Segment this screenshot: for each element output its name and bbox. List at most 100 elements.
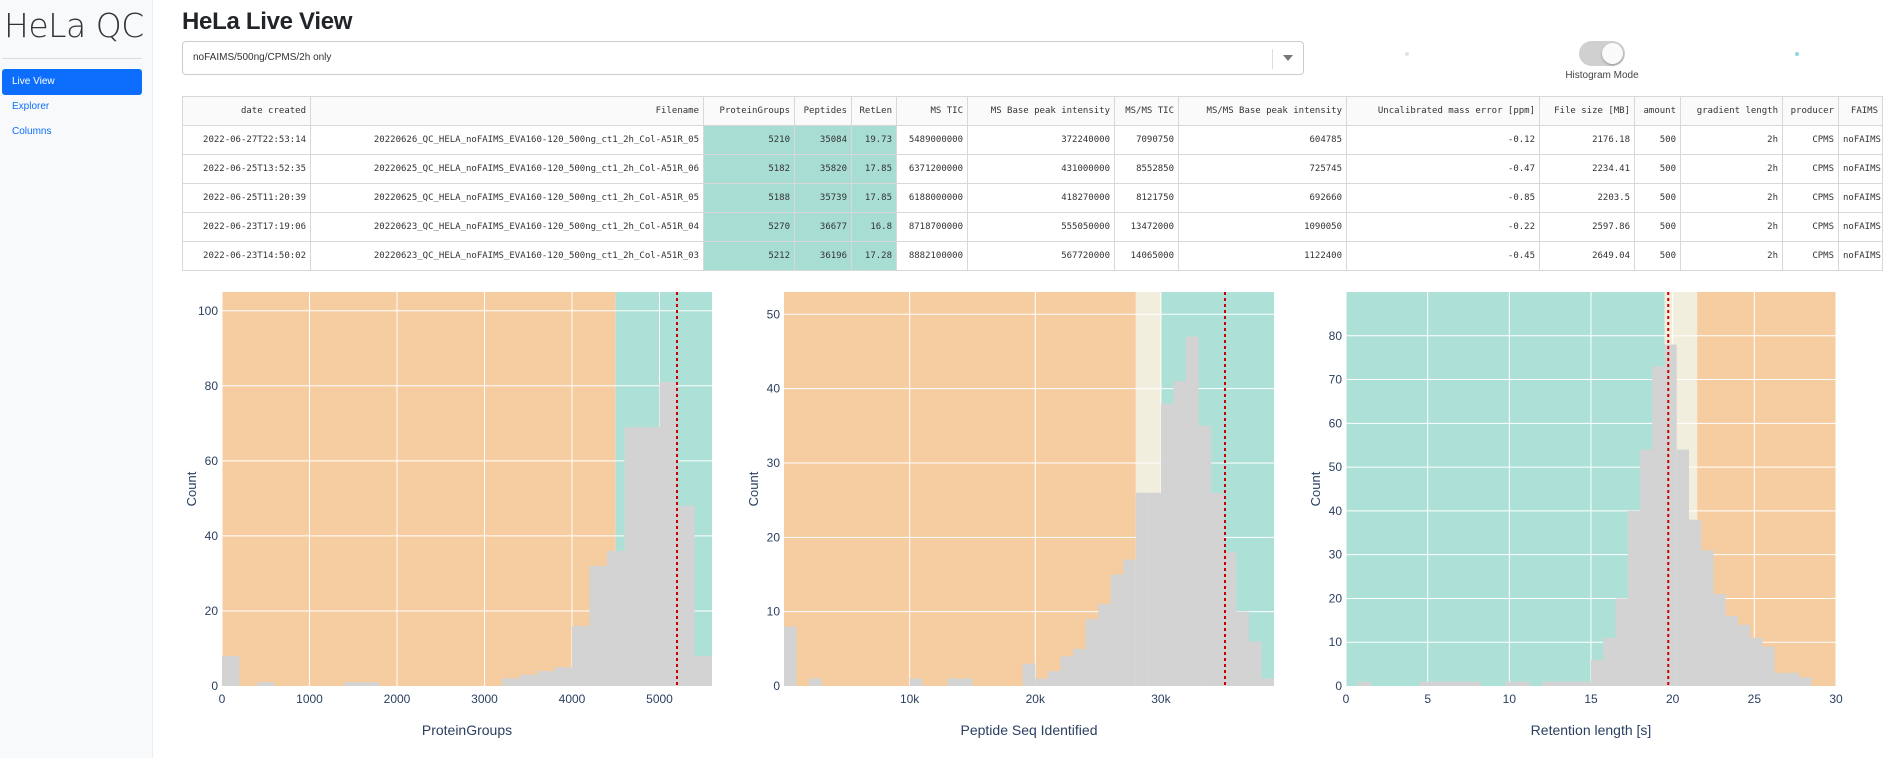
table-cell[interactable]: 2h xyxy=(1680,183,1783,213)
column-header[interactable]: File size [MB] xyxy=(1539,96,1635,126)
table-cell[interactable]: 2022-06-23T17:19:06 xyxy=(182,212,311,242)
table-cell[interactable]: 1122400 xyxy=(1178,241,1347,271)
column-header[interactable]: amount xyxy=(1634,96,1681,126)
table-cell[interactable]: 17.85 xyxy=(851,154,897,184)
table-cell[interactable]: 8121750 xyxy=(1114,183,1179,213)
table-cell[interactable]: 5212 xyxy=(703,241,795,271)
table-cell[interactable]: 2022-06-23T14:50:02 xyxy=(182,241,311,271)
table-cell[interactable]: 2022-06-27T22:53:14 xyxy=(182,125,311,155)
column-header[interactable]: producer xyxy=(1782,96,1839,126)
table-cell[interactable]: 372240000 xyxy=(967,125,1115,155)
table-cell[interactable]: 20220625_QC_HELA_noFAIMS_EVA160-120_500n… xyxy=(310,154,704,184)
table-cell[interactable]: 500 xyxy=(1634,212,1681,242)
table-cell[interactable]: 8552850 xyxy=(1114,154,1179,184)
column-header[interactable]: RetLen xyxy=(851,96,897,126)
table-cell[interactable]: 5270 xyxy=(703,212,795,242)
table-cell[interactable]: 418270000 xyxy=(967,183,1115,213)
table-cell[interactable]: 500 xyxy=(1634,125,1681,155)
table-cell[interactable]: 13472000 xyxy=(1114,212,1179,242)
table-cell[interactable]: -0.85 xyxy=(1346,183,1540,213)
table-cell[interactable]: 1090050 xyxy=(1178,212,1347,242)
table-cell[interactable]: 35084 xyxy=(794,125,852,155)
table-cell[interactable]: noFAIMS xyxy=(1838,241,1883,271)
table-cell[interactable]: 17.85 xyxy=(851,183,897,213)
table-cell[interactable]: 500 xyxy=(1634,183,1681,213)
table-cell[interactable]: 2176.18 xyxy=(1539,125,1635,155)
column-header[interactable]: MS/MS TIC xyxy=(1114,96,1179,126)
table-cell[interactable]: 2h xyxy=(1680,212,1783,242)
table-cell[interactable]: 14065000 xyxy=(1114,241,1179,271)
filter-dropdown[interactable]: noFAIMS/500ng/CPMS/2h only xyxy=(182,41,1304,75)
table-row[interactable]: 2022-06-27T22:53:14 20220626_QC_HELA_noFA… xyxy=(182,125,1883,155)
table-cell[interactable]: 20220626_QC_HELA_noFAIMS_EVA160-120_500n… xyxy=(310,125,704,155)
table-cell[interactable]: 2h xyxy=(1680,125,1783,155)
table-cell[interactable]: 2234.41 xyxy=(1539,154,1635,184)
nav-explorer[interactable]: Explorer xyxy=(12,101,50,112)
table-cell[interactable]: noFAIMS xyxy=(1838,154,1883,184)
table-cell[interactable]: 6371200000 xyxy=(896,154,968,184)
table-cell[interactable]: 20220623_QC_HELA_noFAIMS_EVA160-120_500n… xyxy=(310,241,704,271)
table-cell[interactable]: -0.12 xyxy=(1346,125,1540,155)
table-cell[interactable]: CPMS xyxy=(1782,212,1839,242)
table-cell[interactable]: 2h xyxy=(1680,154,1783,184)
table-cell[interactable]: CPMS xyxy=(1782,154,1839,184)
table-cell[interactable]: -0.47 xyxy=(1346,154,1540,184)
column-header[interactable]: FAIMS xyxy=(1838,96,1883,126)
table-cell[interactable]: 431000000 xyxy=(967,154,1115,184)
table-cell[interactable]: 7090750 xyxy=(1114,125,1179,155)
histogram-mode-toggle[interactable] xyxy=(1579,41,1625,66)
column-header[interactable]: Filename xyxy=(310,96,704,126)
column-header[interactable]: MS/MS Base peak intensity xyxy=(1178,96,1347,126)
table-cell[interactable]: 5210 xyxy=(703,125,795,155)
nav-columns[interactable]: Columns xyxy=(12,126,52,137)
column-header[interactable]: Peptides xyxy=(794,96,852,126)
table-cell[interactable]: noFAIMS xyxy=(1838,212,1883,242)
table-cell[interactable]: noFAIMS xyxy=(1838,183,1883,213)
table-cell[interactable]: 567720000 xyxy=(967,241,1115,271)
table-cell[interactable]: 35820 xyxy=(794,154,852,184)
table-row[interactable]: 2022-06-23T17:19:06 20220623_QC_HELA_noFA… xyxy=(182,212,1883,242)
table-cell[interactable]: 500 xyxy=(1634,241,1681,271)
column-header[interactable]: ProteinGroups xyxy=(703,96,795,126)
chevron-down-icon[interactable] xyxy=(1283,55,1293,61)
column-header[interactable]: Uncalibrated mass error [ppm] xyxy=(1346,96,1540,126)
table-cell[interactable]: 16.8 xyxy=(851,212,897,242)
table-cell[interactable]: 8718700000 xyxy=(896,212,968,242)
nav-live-view[interactable]: Live View xyxy=(2,69,142,95)
table-cell[interactable]: 725745 xyxy=(1178,154,1347,184)
table-cell[interactable]: -0.45 xyxy=(1346,241,1540,271)
column-header[interactable]: gradient length xyxy=(1680,96,1783,126)
table-cell[interactable]: 36196 xyxy=(794,241,852,271)
column-header[interactable]: MS Base peak intensity xyxy=(967,96,1115,126)
table-cell[interactable]: 2022-06-25T11:20:39 xyxy=(182,183,311,213)
table-cell[interactable]: 35739 xyxy=(794,183,852,213)
table-row[interactable]: 2022-06-25T11:20:39 20220625_QC_HELA_noFA… xyxy=(182,183,1883,213)
table-cell[interactable]: 2597.86 xyxy=(1539,212,1635,242)
table-cell[interactable]: -0.22 xyxy=(1346,212,1540,242)
table-cell[interactable]: 17.28 xyxy=(851,241,897,271)
table-cell[interactable]: 2022-06-25T13:52:35 xyxy=(182,154,311,184)
table-cell[interactable]: 6188000000 xyxy=(896,183,968,213)
table-cell[interactable]: 2203.5 xyxy=(1539,183,1635,213)
table-cell[interactable]: 19.73 xyxy=(851,125,897,155)
table-cell[interactable]: 20220625_QC_HELA_noFAIMS_EVA160-120_500n… xyxy=(310,183,704,213)
table-cell[interactable]: CPMS xyxy=(1782,125,1839,155)
table-row[interactable]: 2022-06-25T13:52:35 20220625_QC_HELA_noFA… xyxy=(182,154,1883,184)
table-cell[interactable]: 8882100000 xyxy=(896,241,968,271)
table-cell[interactable]: 5182 xyxy=(703,154,795,184)
table-cell[interactable]: 692660 xyxy=(1178,183,1347,213)
table-cell[interactable]: 20220623_QC_HELA_noFAIMS_EVA160-120_500n… xyxy=(310,212,704,242)
table-cell[interactable]: 36677 xyxy=(794,212,852,242)
table-cell[interactable]: 5489000000 xyxy=(896,125,968,155)
table-cell[interactable]: 2649.04 xyxy=(1539,241,1635,271)
column-header[interactable]: MS TIC xyxy=(896,96,968,126)
table-row[interactable]: 2022-06-23T14:50:02 20220623_QC_HELA_noFA… xyxy=(182,241,1883,271)
table-cell[interactable]: 5188 xyxy=(703,183,795,213)
table-cell[interactable]: 555050000 xyxy=(967,212,1115,242)
toggle-knob[interactable] xyxy=(1602,43,1623,64)
table-cell[interactable]: noFAIMS xyxy=(1838,125,1883,155)
table-cell[interactable]: 500 xyxy=(1634,154,1681,184)
table-cell[interactable]: 2h xyxy=(1680,241,1783,271)
table-cell[interactable]: 604785 xyxy=(1178,125,1347,155)
table-cell[interactable]: CPMS xyxy=(1782,183,1839,213)
